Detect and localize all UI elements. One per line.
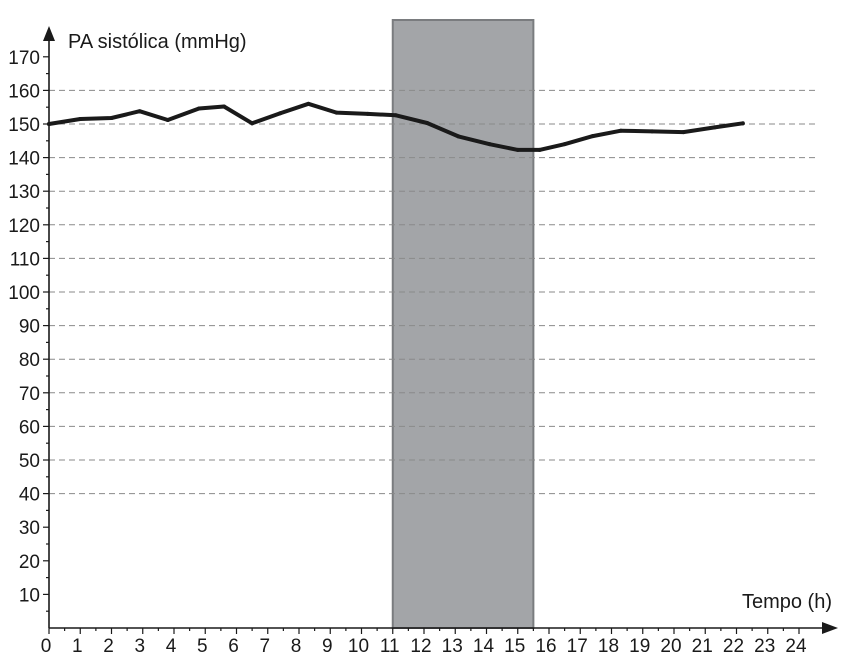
x-tick-label-5: 5 [197,636,208,657]
data-point [197,106,201,111]
x-tick-label-0: 0 [41,636,52,657]
x-axis-arrow-icon [822,622,838,634]
shaded-interval [391,19,535,629]
x-tick-label-19: 19 [629,636,650,657]
x-tick-labels: 0 1 2 3 4 5 6 7 8 9 10 11 12 13 14 15 16 17 18 19 20 21 22 23 24 [41,636,807,657]
y-axis-title: PA sistólica (mmHg) [68,31,247,53]
x-tick-label-15: 15 [504,636,525,657]
data-point [712,125,717,130]
y-tick-labels: 10 20 30 40 50 60 70 80 90 100 110 120 130 140 150 160 1… [8,48,40,607]
x-tick-label-17: 17 [567,636,588,657]
x-tick-label-12: 12 [410,636,431,657]
x-tick-label-20: 20 [660,636,681,657]
series-layer [47,101,745,152]
y-tick-label-80: 80 [19,350,40,371]
x-tick-label-6: 6 [228,636,239,657]
x-tick-label-3: 3 [134,636,145,657]
x-tick-label-21: 21 [692,636,713,657]
data-point [425,120,430,125]
x-tick-label-1: 1 [72,636,83,657]
data-point [650,129,655,134]
data-point [537,147,542,152]
data-point [515,147,520,152]
data-point [618,128,623,133]
x-tick-label-11: 11 [380,636,400,657]
y-tick-label-130: 130 [8,182,40,203]
data-point [393,113,398,118]
x-tick-label-4: 4 [166,636,177,657]
y-tick-label-50: 50 [19,451,40,472]
y-tick-label-70: 70 [19,384,40,405]
data-point [334,110,339,115]
x-tick-label-9: 9 [322,636,333,657]
data-point [78,116,83,121]
data-point [278,111,283,116]
data-point [740,121,745,126]
data-point [365,111,370,116]
data-point [562,142,567,147]
y-tick-label-150: 150 [8,115,40,136]
y-tick-label-40: 40 [19,485,40,506]
y-tick-label-140: 140 [8,149,40,170]
y-tick-label-60: 60 [19,417,40,438]
shaded-region-layer [391,19,535,629]
y-tick-label-90: 90 [19,317,40,338]
data-point [109,115,114,120]
y-axis-arrow-icon [43,26,55,41]
x-tick-label-24: 24 [785,636,807,657]
data-point [165,117,170,122]
x-tick-label-8: 8 [291,636,302,657]
data-point [456,134,461,139]
data-point [590,134,595,139]
y-tick-label-110: 110 [10,249,40,270]
y-tick-label-20: 20 [19,552,40,573]
x-tick-label-2: 2 [103,636,114,657]
tick-marks [43,56,800,634]
x-tick-label-7: 7 [259,636,270,657]
axes [43,26,838,634]
data-point [47,122,51,126]
y-tick-label-10: 10 [19,585,40,606]
x-tick-label-13: 13 [442,636,463,657]
x-tick-label-22: 22 [723,636,744,657]
y-tick-label-120: 120 [8,216,40,237]
x-tick-label-18: 18 [598,636,619,657]
data-point [681,130,686,135]
x-tick-label-16: 16 [535,636,556,657]
y-tick-label-100: 100 [8,283,40,304]
data-point [487,142,492,147]
x-tick-label-10: 10 [348,636,369,657]
data-point [137,109,142,114]
x-axis-title: Tempo (h) [742,591,832,613]
data-point [250,121,255,126]
x-tick-label-23: 23 [754,636,775,657]
y-tick-label-160: 160 [8,81,40,102]
y-tick-label-30: 30 [19,518,40,539]
data-point [222,104,226,109]
y-tick-label-170: 170 [8,48,40,69]
data-point [306,101,311,106]
x-tick-label-14: 14 [473,636,495,657]
